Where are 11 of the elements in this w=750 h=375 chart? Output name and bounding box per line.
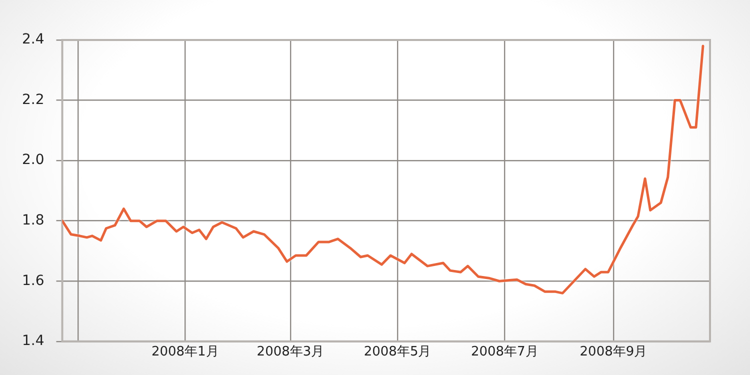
y-tick-label: 1.8 [22,212,44,228]
x-tick-label: 2008年3月 [256,344,324,360]
x-tick-label: 2008年7月 [470,344,538,360]
x-tick-label: 2008年5月 [364,344,432,360]
y-tick-label: 2.0 [22,152,44,168]
x-tick-label: 2008年1月 [151,344,219,360]
y-tick-label: 2.2 [22,92,44,108]
y-tick-label: 2.4 [22,32,44,48]
x-tick-label: 2008年9月 [580,344,648,360]
y-tick-label: 1.6 [22,272,44,289]
y-tick-label: 1.4 [22,333,44,350]
